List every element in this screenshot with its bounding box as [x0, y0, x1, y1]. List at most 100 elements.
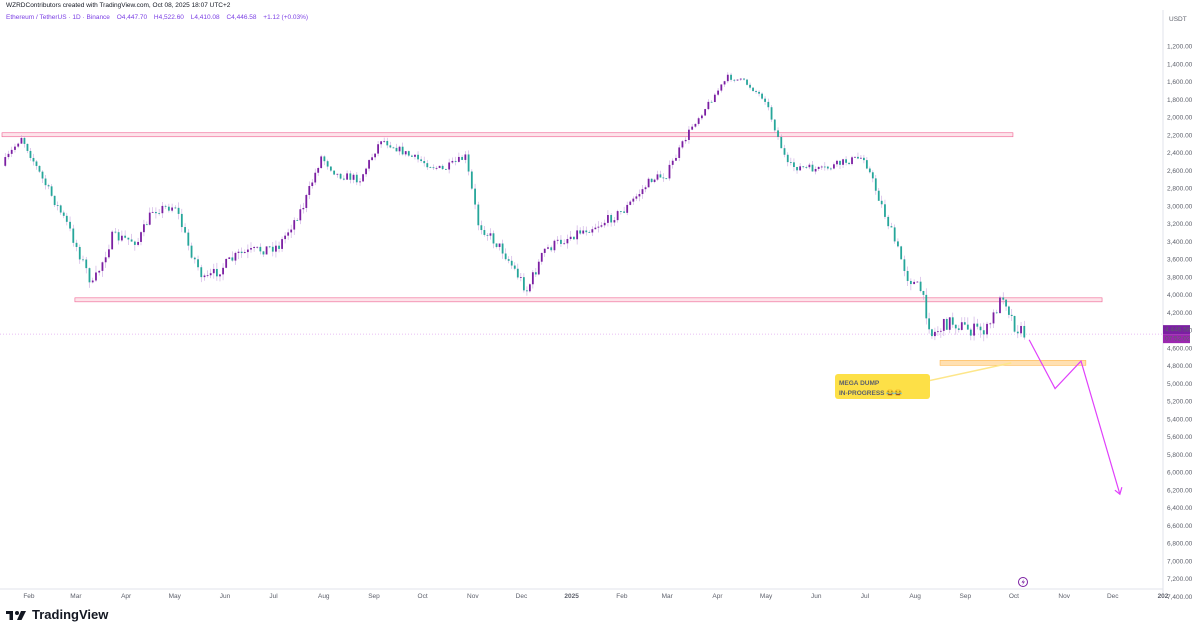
candle-body	[922, 291, 925, 295]
candle-body	[507, 259, 510, 261]
current-support-zone[interactable]	[939, 360, 1087, 366]
time-tick-label: 2025	[564, 593, 579, 600]
candle-body	[464, 154, 467, 160]
candle-body	[877, 190, 880, 201]
support-zone[interactable]	[74, 297, 1103, 303]
candle-body	[848, 162, 850, 165]
candle-body	[770, 107, 773, 120]
mega-dump-callout[interactable]: MEGA DUMP IN-PROGRESS 😂😂	[835, 362, 1012, 399]
symbol-name[interactable]: Ethereum / TetherUS · 1D · Binance	[6, 14, 110, 21]
candle-body	[1016, 331, 1019, 334]
candle-body	[1010, 314, 1013, 316]
candle-body	[145, 224, 148, 226]
time-tick-label: Apr	[712, 593, 723, 600]
candle-body	[72, 228, 75, 243]
price-axis[interactable]: USDT 1,200.00 1,400.00 1,600.00 1,800.00 2,00…	[1162, 10, 1193, 601]
candle-body	[423, 161, 426, 164]
candle-body	[477, 204, 480, 226]
price-tick-label: 2,400.00	[1167, 150, 1193, 157]
candle-body	[20, 137, 23, 144]
candle-body	[969, 329, 972, 336]
candle-body	[697, 118, 700, 124]
time-tick-label: Nov	[1058, 593, 1070, 600]
candle-body	[799, 166, 802, 171]
candle-body	[88, 268, 91, 283]
candle-body	[755, 91, 757, 92]
candle-body	[783, 148, 786, 155]
candle-body	[647, 178, 650, 188]
candle-body	[23, 137, 26, 144]
time-tick-label: May	[760, 593, 773, 600]
candle-body	[526, 290, 528, 292]
candle-body	[410, 155, 413, 157]
candle-body	[308, 186, 311, 195]
time-axis[interactable]: Feb Mar Apr May Jun Jul Aug Sep Oct Nov Dec 2025 Feb…	[0, 588, 1169, 600]
candle-body	[986, 323, 988, 335]
candle-body	[386, 140, 389, 146]
candle-body	[155, 211, 157, 214]
candle-body	[371, 157, 373, 161]
candle-body	[691, 126, 694, 130]
candle-body	[111, 231, 114, 250]
candle-body	[979, 326, 982, 331]
chart-attribution: WZRDContributors created with TradingVie…	[6, 2, 231, 9]
projection-path[interactable]	[1028, 339, 1121, 495]
candle-body	[38, 165, 41, 172]
candle-body	[817, 166, 820, 169]
candle-body	[629, 201, 632, 205]
candle-body	[865, 160, 868, 169]
candle-body	[32, 157, 35, 162]
tradingview-logo[interactable]: TradingView	[6, 607, 108, 622]
candle-body	[197, 259, 199, 268]
last-price-marker[interactable]: 4,446.58 07:52:02	[1163, 325, 1191, 344]
candle-body	[262, 251, 265, 255]
time-tick-label: Sep	[368, 593, 380, 600]
candle-body	[851, 157, 853, 165]
candle-body	[219, 274, 221, 277]
candle-body	[868, 168, 871, 173]
candle-body	[124, 235, 127, 238]
candle-body	[963, 322, 966, 325]
candle-body	[95, 272, 97, 281]
resistance-zone[interactable]	[1, 132, 1014, 138]
candle-body	[635, 196, 638, 199]
candle-body	[374, 153, 376, 158]
candle-body	[560, 239, 562, 244]
candle-body	[638, 194, 641, 197]
time-tick-label: 202	[1158, 593, 1169, 600]
candle-body	[547, 247, 549, 249]
candle-body	[675, 157, 677, 161]
candle-body	[143, 224, 145, 233]
candle-body	[432, 167, 435, 169]
candle-body	[522, 277, 525, 291]
candle-body	[180, 213, 183, 228]
price-tick-label: 2,200.00	[1167, 132, 1193, 139]
candle-body	[632, 198, 635, 202]
candle-body	[206, 275, 209, 277]
candle-body	[59, 205, 62, 213]
candle-body	[543, 248, 546, 253]
candle-body	[681, 141, 684, 148]
candle-body	[137, 241, 139, 245]
candle-body	[200, 267, 203, 278]
candle-body	[98, 270, 101, 273]
candle-body	[377, 144, 379, 154]
candle-body	[723, 81, 726, 85]
candle-body	[957, 328, 960, 330]
candle-body	[726, 74, 729, 82]
event-marker[interactable]	[1018, 577, 1028, 587]
candle-body	[743, 78, 745, 80]
candle-body	[913, 281, 916, 285]
candle-body	[212, 268, 215, 274]
candle-body	[228, 257, 231, 259]
candle-body	[700, 115, 703, 119]
candle-body	[836, 160, 838, 165]
candle-body	[857, 156, 859, 159]
candle-body	[4, 157, 7, 166]
candle-body	[78, 246, 81, 260]
candle-body	[287, 232, 290, 236]
symbol-ohlc-bar[interactable]: Ethereum / TetherUS · 1D · Binance O4,44…	[6, 14, 313, 21]
candle-body	[75, 242, 78, 247]
candle-body	[805, 167, 808, 168]
